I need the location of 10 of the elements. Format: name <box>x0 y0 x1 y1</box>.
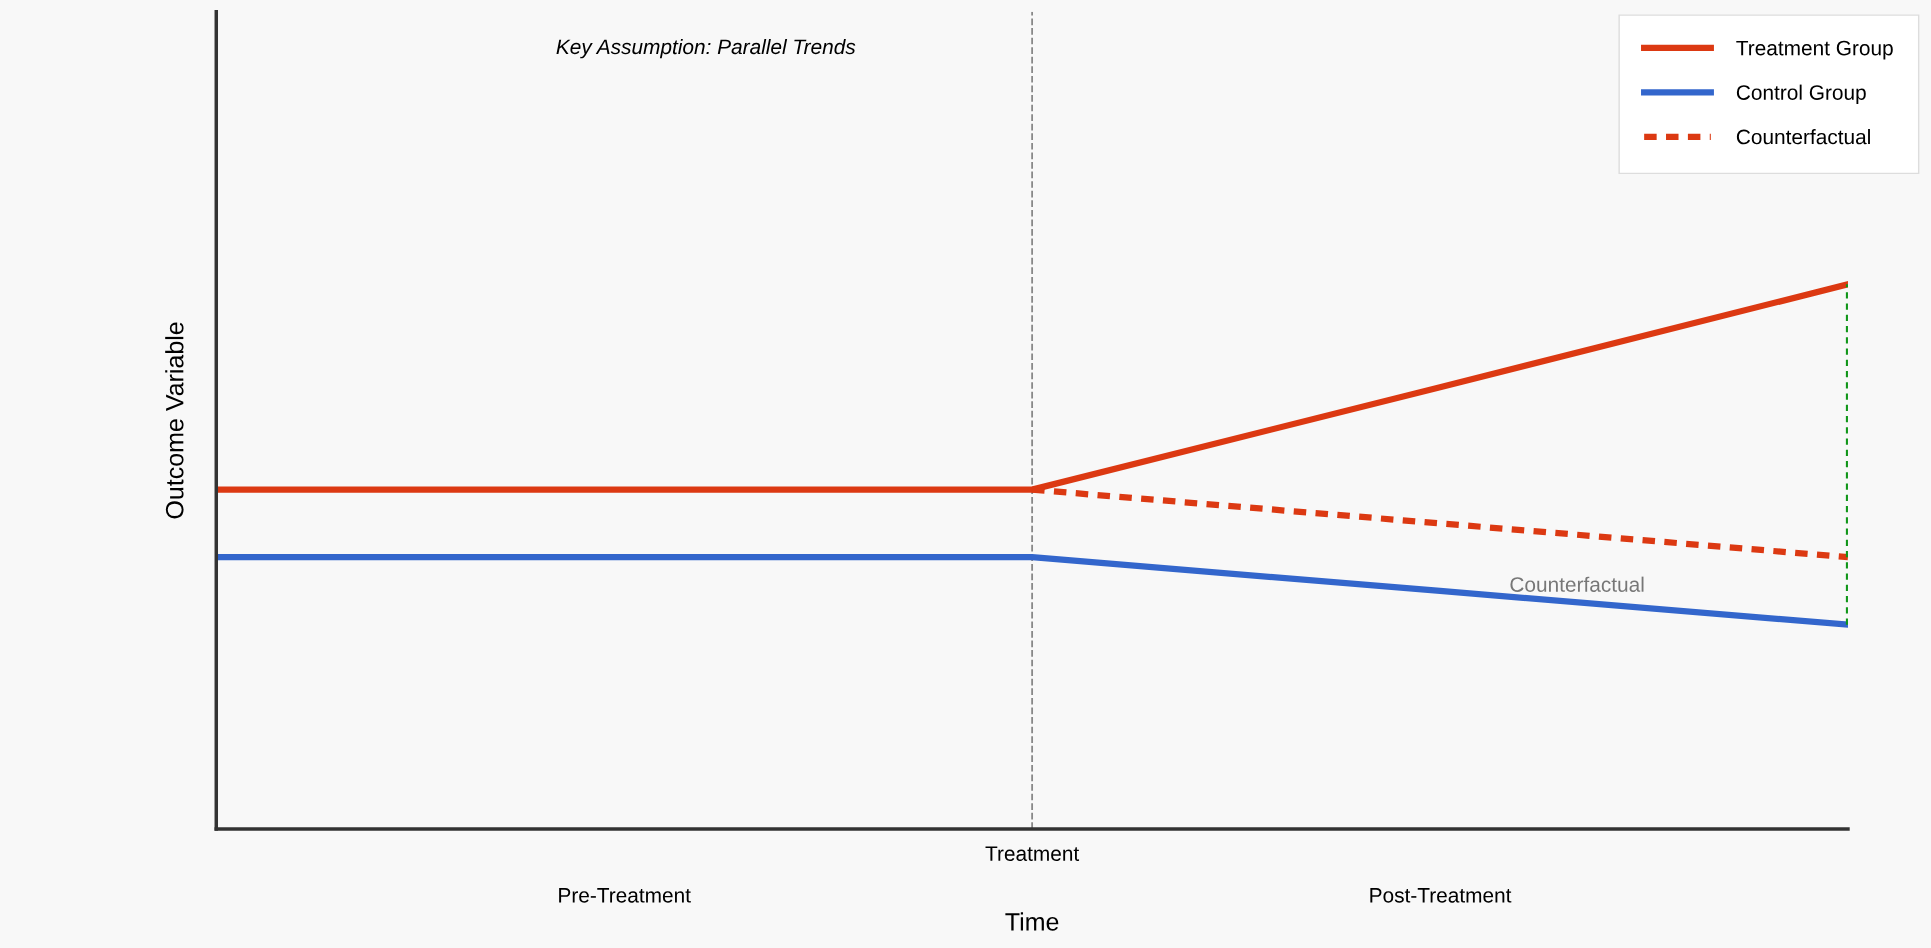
legend-label: Treatment Group <box>1736 40 1893 60</box>
text: Key Assumption: Parallel Trends <box>556 38 856 59</box>
y-axis-title: Outcome Variable <box>165 322 184 519</box>
x-axis-title: Time <box>1005 912 1059 931</box>
x-tick-label: Pre-Treatment <box>559 888 691 903</box>
x-tick-label: Post-Treatment <box>1370 888 1512 903</box>
annotation: Counterfactual <box>1510 576 1644 592</box>
x-tick-label: Treatment <box>985 846 1080 861</box>
legend-label: Counterfactual <box>1736 129 1870 145</box>
legend-label: Control Group <box>1736 84 1866 104</box>
